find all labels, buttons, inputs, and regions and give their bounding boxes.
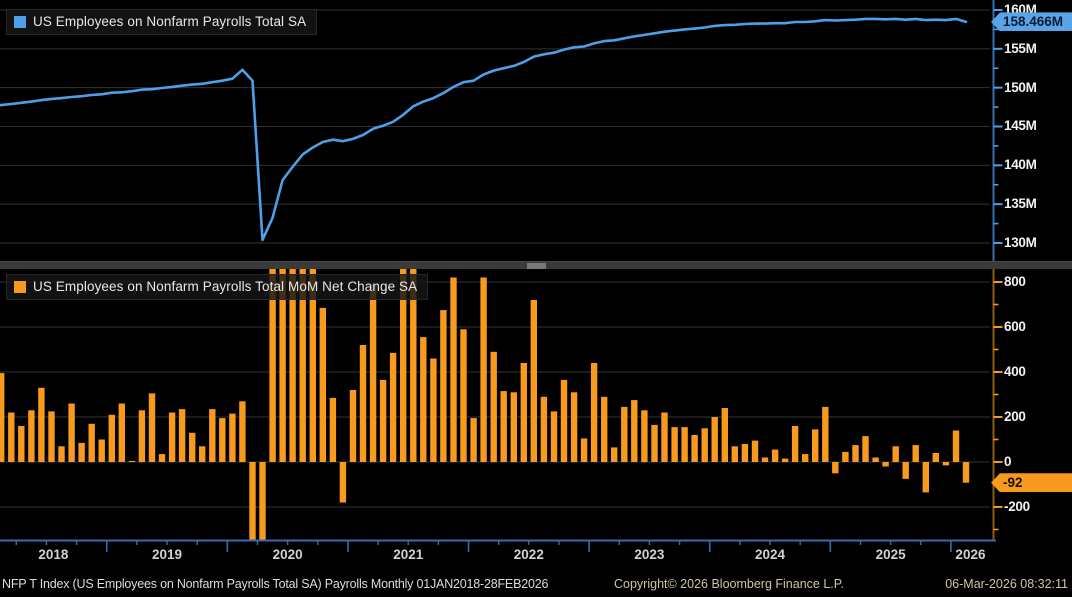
price-tick-140M: 140M	[1004, 157, 1037, 173]
footer-bar: NFP T Index (US Employees on Nonfarm Pay…	[0, 575, 1072, 595]
change-tick-400: 400	[1004, 364, 1026, 379]
price-last-value-badge: 158.466M	[991, 12, 1072, 32]
change-tick-0: 0	[1004, 454, 1012, 469]
year-label-2018: 2018	[38, 547, 69, 562]
year-label-2020: 2020	[272, 547, 303, 562]
change-tick--200: -200	[1004, 499, 1030, 514]
panel-splitter-handle[interactable]	[527, 263, 546, 269]
change-last-value-badge: -92	[991, 473, 1072, 493]
change-chart-plot[interactable]	[0, 269, 1072, 569]
price-tick-145M: 145M	[1004, 118, 1037, 134]
price-legend-label: US Employees on Nonfarm Payrolls Total S…	[33, 14, 307, 29]
change-tick-600: 600	[1004, 319, 1026, 334]
price-legend[interactable]: US Employees on Nonfarm Payrolls Total S…	[6, 9, 318, 35]
blue-series-swatch-icon	[14, 15, 26, 28]
price-tick-155M: 155M	[1004, 40, 1037, 56]
timestamp-text: 06-Mar-2026 08:32:11	[945, 577, 1068, 591]
price-chart-plot[interactable]	[0, 0, 1072, 262]
copyright-text: Copyright© 2026 Bloomberg Finance L.P.	[614, 577, 844, 591]
panel-splitter	[0, 261, 1072, 269]
price-tick-135M: 135M	[1004, 196, 1037, 212]
orange-series-swatch-icon	[14, 280, 26, 293]
year-label-2023: 2023	[634, 547, 665, 562]
year-label-2019: 2019	[151, 547, 183, 562]
year-label-2026: 2026	[955, 547, 986, 562]
change-tick-200: 200	[1004, 409, 1026, 424]
change-panel[interactable]: US Employees on Nonfarm Payrolls Total M…	[0, 269, 1072, 569]
price-panel[interactable]: US Employees on Nonfarm Payrolls Total S…	[0, 0, 1072, 262]
change-legend[interactable]: US Employees on Nonfarm Payrolls Total M…	[6, 274, 429, 300]
year-label-2022: 2022	[513, 547, 544, 562]
year-label-2021: 2021	[393, 547, 424, 562]
price-tick-150M: 150M	[1004, 79, 1037, 95]
price-tick-130M: 130M	[1004, 234, 1037, 250]
change-legend-label: US Employees on Nonfarm Payrolls Total M…	[33, 279, 418, 294]
security-description: NFP T Index (US Employees on Nonfarm Pay…	[2, 577, 549, 591]
year-label-2025: 2025	[875, 547, 906, 562]
year-label-2024: 2024	[754, 547, 786, 562]
change-tick-800: 800	[1004, 274, 1026, 289]
